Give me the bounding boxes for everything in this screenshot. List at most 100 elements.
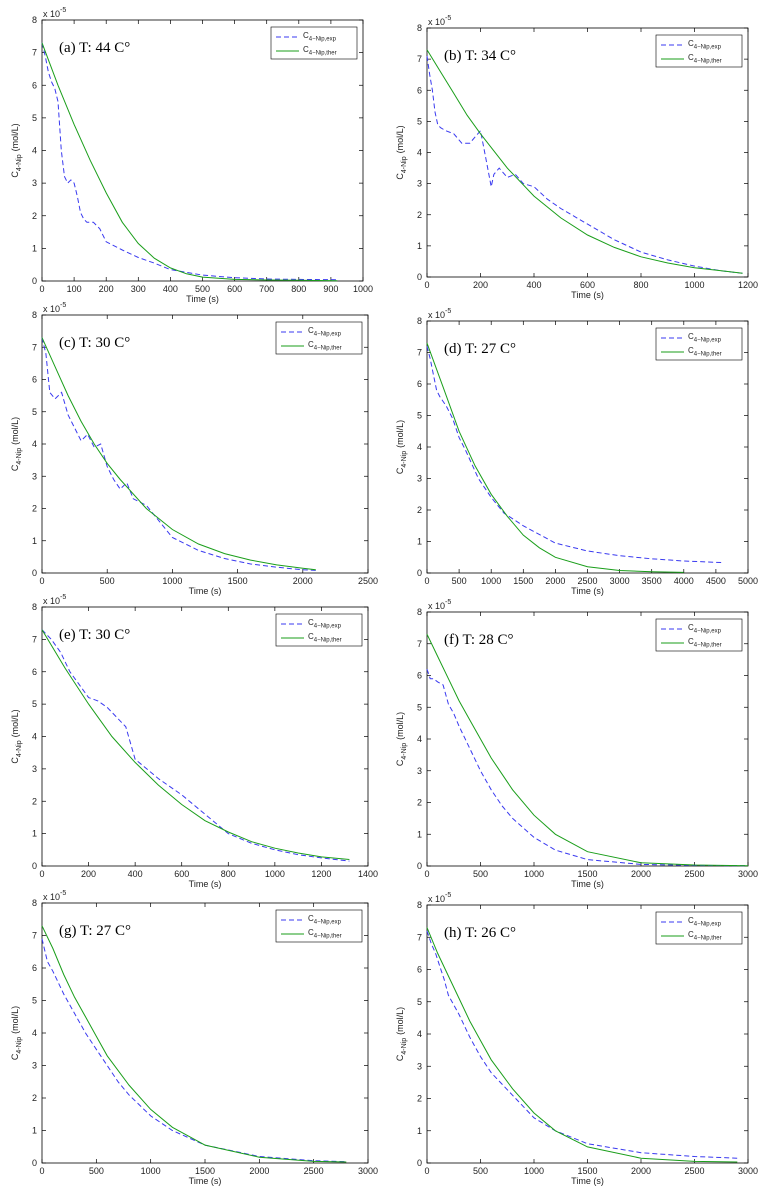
legend-box xyxy=(655,911,743,945)
y-tick-label: 5 xyxy=(417,116,422,126)
y-exponent-power: -5 xyxy=(60,302,66,309)
x-tick-label: 1000 xyxy=(524,869,544,879)
y-tick-label: 3 xyxy=(32,178,37,188)
x-tick-label: 0 xyxy=(424,576,429,586)
x-tick-label: 1000 xyxy=(481,576,501,586)
plot-area xyxy=(426,904,749,1164)
x-tick-label: 2000 xyxy=(293,576,313,586)
y-axis-label-sub: 4-Nip xyxy=(16,1037,23,1054)
y-tick-label: 1 xyxy=(32,536,37,546)
y-exponent-base: x 10 xyxy=(428,17,445,27)
legend-entry-sub: 4−Nip,exp xyxy=(694,922,722,928)
legend-entry-sub: 4−Nip,ther xyxy=(694,936,722,942)
y-tick-label: 6 xyxy=(417,379,422,389)
y-tick-label: 2 xyxy=(32,1093,37,1103)
panel-title: (e) T: 30 C° xyxy=(59,627,130,643)
legend-entry-label: C4−Nip,ther xyxy=(688,53,722,65)
legend-entry-label: C4−Nip,exp xyxy=(308,914,342,926)
y-tick-label: 0 xyxy=(32,276,37,286)
y-tick-label: 6 xyxy=(32,80,37,90)
legend-box xyxy=(270,26,358,60)
y-tick-label: 4 xyxy=(417,148,422,158)
y-axis-label-unit: (mol/L) xyxy=(10,417,20,445)
y-axis-label-sub: 4-Nip xyxy=(16,740,23,757)
legend-entry-label: C4−Nip,ther xyxy=(688,637,722,649)
y-axis-label-unit: (mol/L) xyxy=(10,1006,20,1034)
legend-entry-sub: 4−Nip,ther xyxy=(694,643,722,649)
legend-entry-label: C4−Nip,ther xyxy=(688,930,722,942)
legend-entry-main: C xyxy=(688,53,694,62)
legend-entry-main: C xyxy=(308,340,314,349)
y-tick-label: 2 xyxy=(417,1094,422,1104)
series-line-ther xyxy=(426,49,743,274)
x-tick-label: 2500 xyxy=(684,1166,704,1176)
y-axis-label: C4-Nip (mol/L) xyxy=(10,709,23,763)
legend-box xyxy=(655,34,743,68)
y-tick-label: 8 xyxy=(32,310,37,320)
legend-entry-label: C4−Nip,ther xyxy=(308,340,342,352)
y-exponent-base: x 10 xyxy=(428,601,445,611)
y-tick-label: 7 xyxy=(32,931,37,941)
x-tick-label: 500 xyxy=(473,1166,488,1176)
plot-area xyxy=(41,902,369,1164)
chart-panel-a: 0 100 200 300 400 500 600 700 800 900 1000 0 1 2 3 4 5 6 7… xyxy=(10,7,373,304)
y-axis-label-main: C xyxy=(395,759,405,766)
y-tick-label: 6 xyxy=(32,375,37,385)
x-tick-label: 0 xyxy=(39,284,44,294)
y-tick-label: 4 xyxy=(417,734,422,744)
y-tick-label: 8 xyxy=(417,607,422,617)
y-axis-label-unit: (mol/L) xyxy=(395,420,405,448)
y-tick-label: 8 xyxy=(417,316,422,326)
y-exponent-base: x 10 xyxy=(43,596,60,606)
y-tick-label: 0 xyxy=(417,568,422,578)
panel-title: (b) T: 34 C° xyxy=(444,48,516,64)
y-tick-label: 6 xyxy=(417,85,422,95)
x-tick-label: 0 xyxy=(39,1166,44,1176)
y-tick-label: 7 xyxy=(32,48,37,58)
x-tick-label: 300 xyxy=(131,284,146,294)
x-tick-label: 1500 xyxy=(577,1166,597,1176)
y-tick-label: 5 xyxy=(32,407,37,417)
y-tick-label: 3 xyxy=(417,766,422,776)
chart-panel-d: 0 500 1000 1500 2000 2500 3000 3500 4000 4500 5000… xyxy=(395,308,758,596)
legend-box xyxy=(275,613,363,647)
x-tick-label: 2000 xyxy=(631,1166,651,1176)
x-tick-label: 2500 xyxy=(577,576,597,586)
y-tick-label: 4 xyxy=(32,732,37,742)
x-tick-label: 0 xyxy=(424,280,429,290)
x-tick-label: 0 xyxy=(424,869,429,879)
y-tick-label: 4 xyxy=(32,146,37,156)
x-tick-label: 1000 xyxy=(684,280,704,290)
y-axis-label: C4-Nip (mol/L) xyxy=(10,417,23,471)
x-tick-label: 3500 xyxy=(642,576,662,586)
legend-entry-main: C xyxy=(303,45,309,54)
x-tick-label: 2000 xyxy=(249,1166,269,1176)
y-exponent-label: x 10-5 xyxy=(428,308,451,320)
y-tick-label: 8 xyxy=(32,898,37,908)
y-axis-label: C4-Nip (mol/L) xyxy=(395,712,408,766)
y-tick-label: 5 xyxy=(32,699,37,709)
y-tick-label: 3 xyxy=(417,179,422,189)
y-tick-label: 8 xyxy=(32,15,37,25)
y-tick-label: 1 xyxy=(32,243,37,253)
y-tick-label: 1 xyxy=(417,241,422,251)
legend-entry-main: C xyxy=(688,623,694,632)
x-tick-label: 3000 xyxy=(610,576,630,586)
legend-box xyxy=(655,327,743,361)
y-tick-label: 6 xyxy=(417,965,422,975)
chart-panel-c: 0 500 1000 1500 2000 2500 0 1 2 3 4 5 6 7 8 x 10-5 Time … xyxy=(10,302,378,596)
legend-entry-label: C4−Nip,exp xyxy=(688,916,722,928)
y-tick-label: 0 xyxy=(32,1158,37,1168)
x-tick-label: 2500 xyxy=(684,869,704,879)
y-tick-label: 0 xyxy=(32,861,37,871)
y-tick-label: 2 xyxy=(32,211,37,221)
x-tick-label: 1400 xyxy=(358,869,378,879)
legend-box xyxy=(655,618,743,652)
y-tick-label: 5 xyxy=(417,411,422,421)
legend-entry-sub: 4−Nip,ther xyxy=(694,59,722,65)
y-tick-label: 4 xyxy=(32,1028,37,1038)
legend-entry-sub: 4−Nip,exp xyxy=(314,624,342,630)
